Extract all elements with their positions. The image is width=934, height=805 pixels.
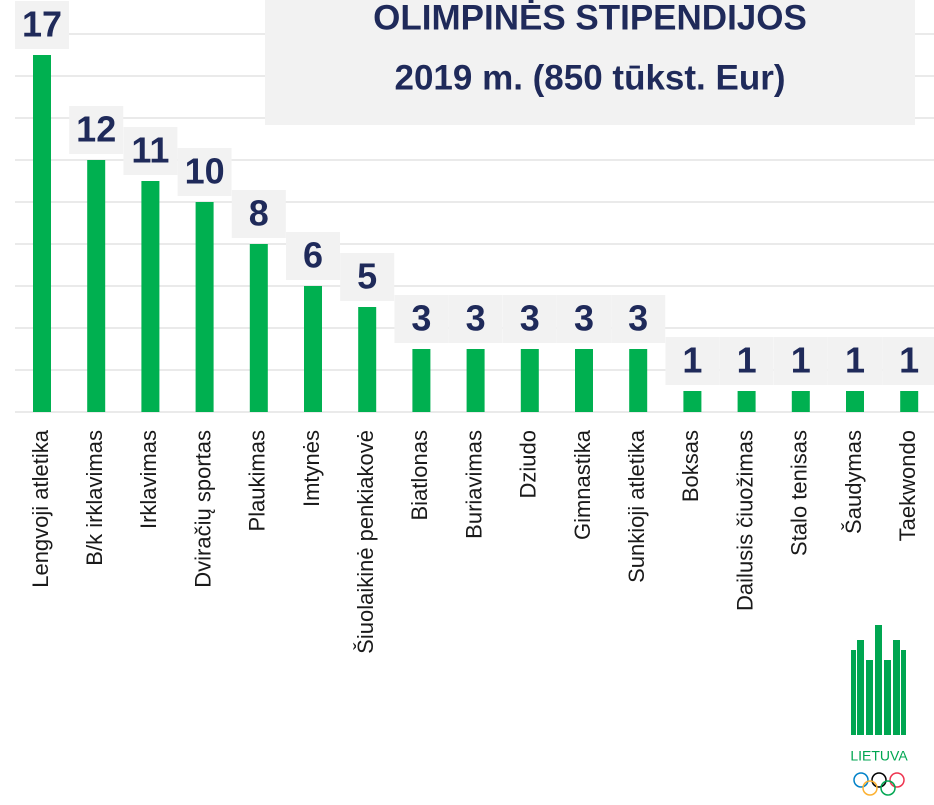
value-label-box	[286, 232, 340, 280]
value-label-box	[231, 190, 286, 238]
value-label: 1	[845, 340, 865, 381]
bar	[466, 349, 485, 412]
x-tick-label: Sunkioji atletika	[624, 429, 649, 583]
bar	[249, 244, 268, 412]
value-label: 12	[76, 109, 116, 150]
bar	[683, 391, 702, 412]
bar	[846, 391, 864, 412]
bar	[900, 391, 919, 412]
value-label: 8	[249, 193, 269, 234]
x-tick-label: Irklavimas	[136, 430, 161, 529]
value-label: 1	[682, 340, 702, 381]
value-label: 3	[411, 298, 431, 339]
x-tick-label: Buriavimas	[461, 430, 486, 539]
value-label: 6	[303, 235, 323, 276]
value-label-box	[502, 295, 557, 343]
value-label: 5	[357, 256, 377, 297]
x-tick-label: Gimnastika	[570, 429, 595, 540]
x-tick-label: Taekwondo	[895, 430, 920, 541]
logo: LIETUVA	[850, 625, 908, 796]
value-label-box	[448, 295, 503, 343]
value-label-box	[123, 127, 178, 175]
x-tick-label: Šaudymas	[841, 430, 866, 534]
value-label-box	[828, 337, 882, 385]
value-label: 1	[737, 340, 757, 381]
x-tick-label: Šiuolaikinė penkiakovė	[353, 430, 378, 654]
bar	[737, 391, 756, 412]
x-tick-label: Dailusis čiuožimas	[732, 430, 757, 611]
title-box	[265, 0, 915, 125]
x-tick-label: Biatlonas	[407, 430, 432, 521]
value-label-box	[69, 106, 124, 154]
bar	[629, 349, 648, 412]
x-tick-label: Imtynės	[299, 430, 324, 507]
value-label-box	[177, 148, 232, 196]
value-label: 3	[574, 298, 594, 339]
bar	[575, 349, 593, 412]
value-label-box	[15, 1, 69, 49]
x-tick-label: Lengvoji atletika	[28, 429, 53, 588]
value-label: 10	[185, 151, 225, 192]
value-label: 3	[628, 298, 648, 339]
value-label-box	[611, 295, 666, 343]
value-label: 1	[899, 340, 919, 381]
value-label-box	[719, 337, 774, 385]
logo-text: LIETUVA	[850, 748, 908, 764]
bar	[87, 160, 106, 412]
bar	[520, 349, 539, 412]
value-label: 11	[131, 130, 169, 171]
x-tick-label: Stalo tenisas	[787, 430, 812, 556]
bar	[358, 307, 377, 412]
bar	[791, 391, 810, 412]
chart-subtitle: 2019 m. (850 tūkst. Eur)	[395, 58, 786, 97]
x-tick-label: Dviračių sportas	[190, 430, 215, 588]
x-tick-label: Dziudo	[516, 430, 541, 498]
value-label: 1	[791, 340, 811, 381]
value-label: 17	[22, 4, 62, 45]
x-tick-label: Plaukimas	[245, 430, 270, 531]
value-label-box	[665, 337, 720, 385]
bar	[195, 202, 214, 412]
value-label: 3	[520, 298, 540, 339]
chart-title: OLIMPINĖS STIPENDIJOS	[373, 0, 807, 37]
x-tick-label: B/k irklavimas	[82, 430, 107, 566]
bar	[141, 181, 160, 412]
bar	[304, 286, 322, 412]
value-label-box	[882, 337, 934, 385]
value-label-box	[773, 337, 828, 385]
bar	[412, 349, 431, 412]
value-label: 3	[466, 298, 486, 339]
value-label-box	[340, 253, 395, 301]
value-label-box	[557, 295, 611, 343]
bar	[33, 55, 51, 412]
value-label-box	[394, 295, 449, 343]
x-tick-label: Boksas	[678, 430, 703, 502]
